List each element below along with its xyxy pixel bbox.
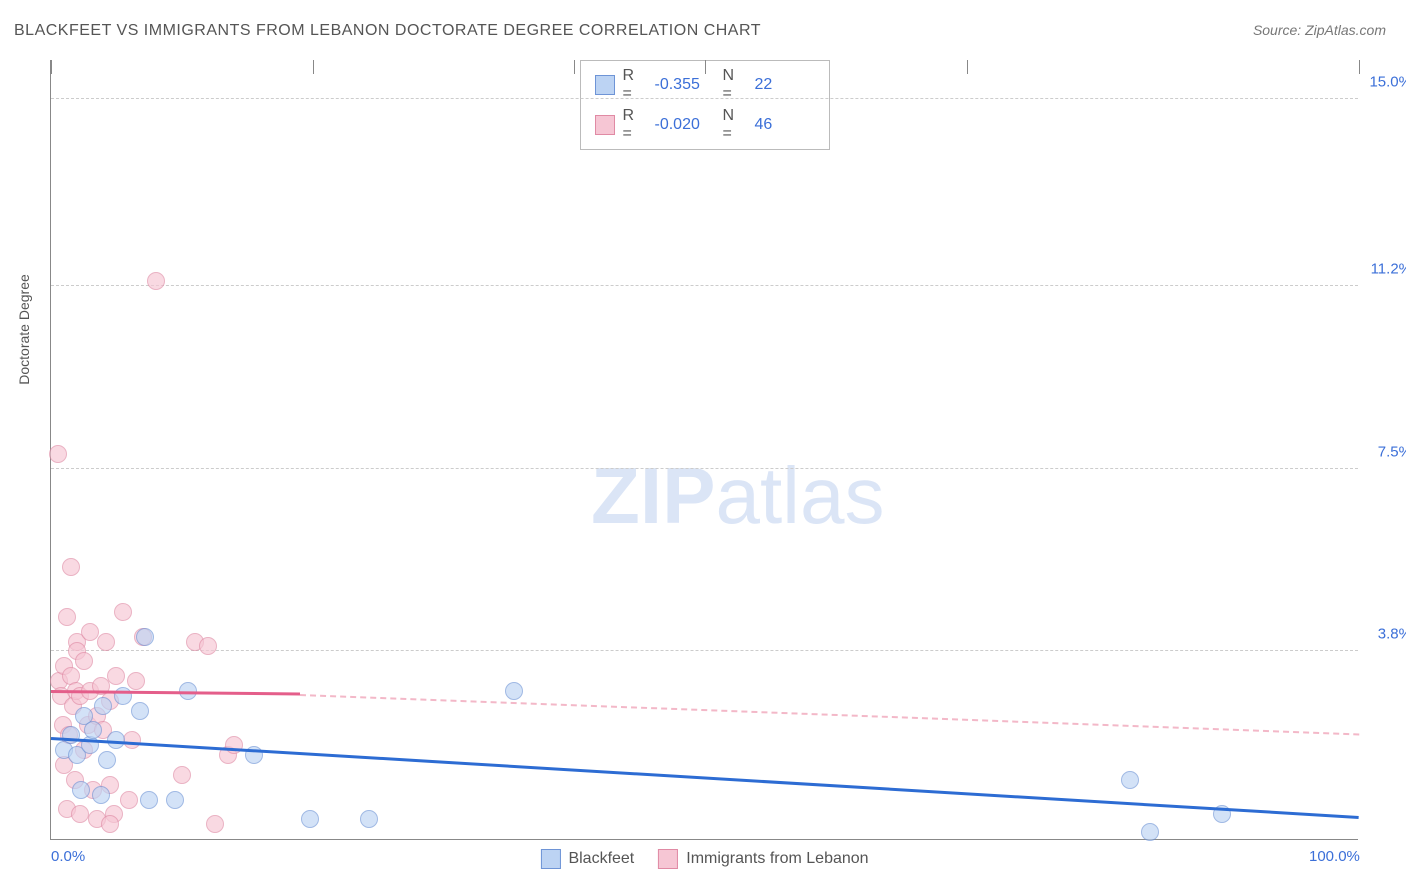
trend-line: [299, 694, 1359, 735]
legend-label-lebanon: Immigrants from Lebanon: [686, 850, 868, 868]
chart-title: BLACKFEET VS IMMIGRANTS FROM LEBANON DOC…: [14, 22, 761, 40]
swatch-blackfeet: [595, 75, 615, 95]
swatch-blackfeet: [540, 849, 560, 869]
data-point: [123, 731, 141, 749]
data-point: [120, 791, 138, 809]
legend-item-blackfeet: Blackfeet: [540, 849, 634, 869]
data-point: [49, 445, 67, 463]
data-point: [84, 721, 102, 739]
tick-mark-x: [51, 60, 52, 74]
gridline-h: [51, 468, 1358, 469]
data-point: [127, 672, 145, 690]
data-point: [206, 815, 224, 833]
data-point: [97, 633, 115, 651]
data-point: [199, 637, 217, 655]
data-point: [1141, 823, 1159, 841]
tick-mark-x: [1359, 60, 1360, 74]
data-point: [1121, 771, 1139, 789]
data-point: [98, 751, 116, 769]
y-tick-label: 7.5%: [1378, 443, 1406, 460]
series-legend: Blackfeet Immigrants from Lebanon: [540, 849, 868, 869]
y-tick-label: 11.2%: [1371, 261, 1406, 278]
n-value-lebanon: 46: [755, 116, 815, 134]
data-point: [301, 810, 319, 828]
tick-mark-x: [313, 60, 314, 74]
swatch-lebanon: [658, 849, 678, 869]
data-point: [71, 805, 89, 823]
legend-row-lebanon: R = -0.020 N = 46: [595, 105, 815, 145]
data-point: [58, 608, 76, 626]
data-point: [173, 766, 191, 784]
n-label: N =: [723, 107, 747, 143]
trend-line: [51, 737, 1359, 819]
data-point: [75, 652, 93, 670]
y-tick-label: 15.0%: [1369, 73, 1406, 90]
tick-mark-x: [967, 60, 968, 74]
data-point: [140, 791, 158, 809]
watermark-light: atlas: [715, 451, 884, 540]
scatter-plot-area: ZIPatlas R = -0.355 N = 22 R = -0.020 N …: [50, 60, 1358, 840]
swatch-lebanon: [595, 115, 615, 135]
source-attribution: Source: ZipAtlas.com: [1253, 22, 1386, 38]
data-point: [107, 667, 125, 685]
data-point: [166, 791, 184, 809]
data-point: [360, 810, 378, 828]
tick-mark-x: [574, 60, 575, 74]
data-point: [62, 558, 80, 576]
watermark: ZIPatlas: [591, 450, 884, 542]
gridline-h: [51, 650, 1358, 651]
gridline-h: [51, 285, 1358, 286]
x-tick-label: 0.0%: [51, 848, 85, 865]
data-point: [136, 628, 154, 646]
legend-label-blackfeet: Blackfeet: [568, 850, 634, 868]
data-point: [62, 726, 80, 744]
data-point: [131, 702, 149, 720]
data-point: [147, 272, 165, 290]
r-value-lebanon: -0.020: [655, 116, 715, 134]
n-value-blackfeet: 22: [755, 76, 815, 94]
x-tick-label: 100.0%: [1309, 848, 1360, 865]
data-point: [114, 687, 132, 705]
watermark-bold: ZIP: [591, 451, 715, 540]
r-value-blackfeet: -0.355: [655, 76, 715, 94]
data-point: [505, 682, 523, 700]
data-point: [92, 786, 110, 804]
legend-item-lebanon: Immigrants from Lebanon: [658, 849, 868, 869]
data-point: [101, 815, 119, 833]
data-point: [94, 697, 112, 715]
y-axis-title: Doctorate Degree: [16, 274, 32, 385]
data-point: [114, 603, 132, 621]
y-tick-label: 3.8%: [1378, 626, 1406, 643]
tick-mark-x: [705, 60, 706, 74]
data-point: [72, 781, 90, 799]
gridline-h: [51, 98, 1358, 99]
r-label: R =: [623, 107, 647, 143]
